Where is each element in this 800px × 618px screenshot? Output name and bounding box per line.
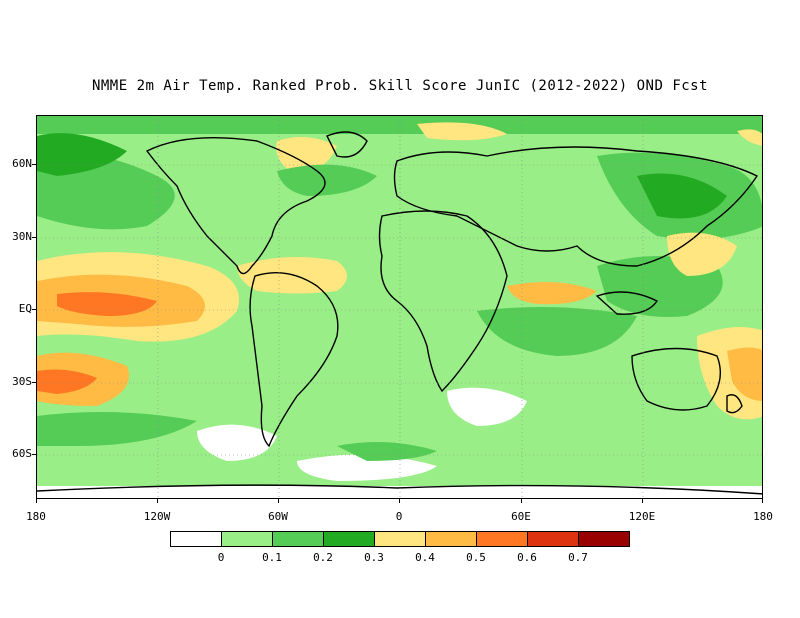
- legend-swatch-4: [375, 532, 426, 546]
- legend-swatch-3: [324, 532, 375, 546]
- coastlines: [37, 131, 762, 495]
- x-tick-0: [399, 499, 400, 503]
- legend-swatch-1: [222, 532, 273, 546]
- legend-label-0-2: 0.2: [313, 551, 333, 564]
- antarctic-white: [37, 486, 762, 498]
- x-tick-label-60w: 60W: [268, 510, 288, 523]
- map-canvas: [37, 116, 762, 498]
- new-zealand-outline: [726, 394, 743, 414]
- x-tick-60e: [521, 499, 522, 503]
- legend-label-0-7: 0.7: [568, 551, 588, 564]
- antarctica-outline: [37, 484, 762, 495]
- y-tick-30s: [32, 382, 36, 383]
- npac-dark-region: [37, 133, 127, 176]
- x-tick-180w: [36, 499, 37, 503]
- maritime-continent-outline: [595, 291, 659, 315]
- south-america-outline: [249, 271, 339, 448]
- eurasia-outline: [393, 146, 759, 267]
- southern-ocean-white: [297, 454, 437, 481]
- legend-label-0-4: 0.4: [415, 551, 435, 564]
- map-title: NMME 2m Air Temp. Ranked Prob. Skill Sco…: [91, 78, 709, 94]
- south-atlantic-white-2: [447, 387, 527, 426]
- skill-score-map: [36, 115, 763, 499]
- legend-swatch-2: [273, 532, 324, 546]
- y-tick-eq: [32, 309, 36, 310]
- color-legend: [170, 531, 630, 547]
- x-tick-180e: [762, 499, 763, 503]
- y-tick-60n: [32, 164, 36, 165]
- legend-label-0-6: 0.6: [517, 551, 537, 564]
- se-pacific-green: [37, 412, 197, 446]
- arctic-band: [37, 116, 762, 134]
- x-tick-label-120e: 120E: [628, 510, 656, 523]
- natl-green-region: [277, 164, 377, 196]
- y-tick-label-30s: 30S: [12, 375, 32, 388]
- legend-label-0-3: 0.3: [364, 551, 384, 564]
- siberia-dark-region: [637, 173, 727, 219]
- south-atlantic-white: [197, 424, 277, 461]
- north-america-outline: [145, 136, 326, 275]
- x-tick-label-180w: 180: [26, 510, 46, 523]
- x-tick-label-120w: 120W: [143, 510, 171, 523]
- x-tick-120e: [642, 499, 643, 503]
- legend-swatch-7: [528, 532, 579, 546]
- arctic-yellow-patch: [737, 129, 762, 146]
- legend-label-0-5: 0.5: [466, 551, 486, 564]
- barents-yellow-patch: [417, 122, 507, 141]
- legend-swatch-0: [171, 532, 222, 546]
- south-pacific-deep-orange: [37, 369, 97, 394]
- australia-outline: [631, 347, 721, 411]
- legend-swatch-8: [579, 532, 629, 546]
- legend-swatch-6: [477, 532, 528, 546]
- x-tick-label-60e: 60E: [511, 510, 531, 523]
- indian-ocean-green: [477, 307, 637, 356]
- legend-swatch-5: [426, 532, 477, 546]
- lat-lon-grid: [37, 116, 762, 498]
- y-tick-label-60s: 60S: [12, 447, 32, 460]
- legend-label-0: 0: [217, 551, 225, 564]
- west-pacific-yellow: [667, 232, 737, 276]
- southern-ocean-green: [337, 442, 437, 461]
- africa-outline: [378, 210, 508, 393]
- y-tick-30n: [32, 237, 36, 238]
- sw-pacific-orange: [727, 347, 762, 401]
- x-tick-60w: [278, 499, 279, 503]
- y-tick-label-30n: 30N: [12, 230, 32, 243]
- labrador-yellow-patch: [276, 137, 337, 176]
- legend-label-0-1: 0.1: [262, 551, 282, 564]
- x-tick-label-0: 0: [395, 510, 403, 523]
- y-tick-label-eq: EQ: [18, 302, 32, 315]
- x-tick-120w: [157, 499, 158, 503]
- greenland-outline: [326, 131, 368, 158]
- y-tick-label-60n: 60N: [12, 157, 32, 170]
- indian-ocean-orange: [507, 282, 597, 305]
- x-tick-label-180e: 180: [753, 510, 773, 523]
- y-tick-60s: [32, 454, 36, 455]
